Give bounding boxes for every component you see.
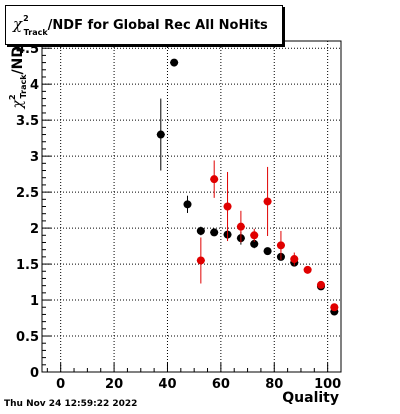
- y-tick-label: 0: [30, 366, 39, 381]
- x-tick-label: 60: [212, 377, 230, 392]
- ylabel-sup: 2: [8, 94, 17, 101]
- y-tick-label: 3.5: [16, 114, 39, 129]
- y-tick-label: 2: [30, 222, 39, 237]
- x-tick-label: 100: [314, 377, 341, 392]
- x-tick-label: 0: [56, 377, 65, 392]
- series-1: [196, 160, 339, 312]
- title-box: χ2 Track/NDF for Global Rec All NoHits: [5, 5, 283, 45]
- data-points: [156, 58, 339, 316]
- title-rest: /NDF for Global Rec All NoHits: [47, 18, 268, 33]
- x-axis-label: Quality: [282, 390, 339, 406]
- data-point: [276, 241, 285, 250]
- y-axis-label-wrap: χ2 Track/ND: [8, 46, 32, 176]
- data-point: [210, 228, 219, 237]
- data-point: [156, 130, 165, 139]
- y-axis-label: χ2 Track/ND: [8, 46, 28, 176]
- data-point: [263, 247, 272, 256]
- data-point: [170, 58, 179, 67]
- y-tick-label: 4: [30, 78, 39, 93]
- ylabel-chi: χ: [10, 100, 26, 109]
- data-point: [223, 202, 232, 211]
- data-point: [330, 303, 339, 312]
- data-point: [250, 239, 259, 248]
- title-chi: χ: [13, 15, 23, 33]
- series-0: [156, 58, 339, 316]
- data-point: [183, 200, 192, 209]
- x-tick-label: 80: [265, 377, 283, 392]
- y-tick-label: 0.5: [16, 330, 39, 345]
- y-tick-label: 3: [30, 150, 39, 165]
- y-tick-label: 2.5: [16, 186, 39, 201]
- grid-lines: [42, 41, 341, 373]
- ylabel-sub: Track: [19, 74, 28, 99]
- y-tick-label: 1: [30, 294, 39, 309]
- data-point: [236, 222, 245, 231]
- data-point: [263, 197, 272, 206]
- data-point: [316, 280, 325, 289]
- x-tick-label: 40: [158, 377, 176, 392]
- x-tick-label: 20: [105, 377, 123, 392]
- data-point: [303, 265, 312, 274]
- data-point: [250, 231, 259, 240]
- chart-title: χ2 Track/NDF for Global Rec All NoHits: [13, 14, 268, 37]
- data-point: [290, 255, 299, 264]
- title-sub: Track: [23, 28, 48, 37]
- title-sup: 2: [23, 14, 29, 23]
- x-axis: 0 20 40 60 80 100: [46, 363, 342, 392]
- y-tick-label: 4.5: [16, 42, 39, 57]
- data-point: [196, 256, 205, 265]
- timestamp: Thu Nov 24 12:59:22 2022: [4, 399, 138, 409]
- data-point: [196, 226, 205, 235]
- plot-frame: [41, 40, 342, 373]
- y-axis: 0 0.5 1 1.5 2 2.5 3 3.5 4 4.5: [16, 42, 51, 381]
- data-point: [210, 175, 219, 184]
- y-tick-label: 1.5: [16, 258, 39, 273]
- ylabel-rest: /ND: [10, 46, 26, 75]
